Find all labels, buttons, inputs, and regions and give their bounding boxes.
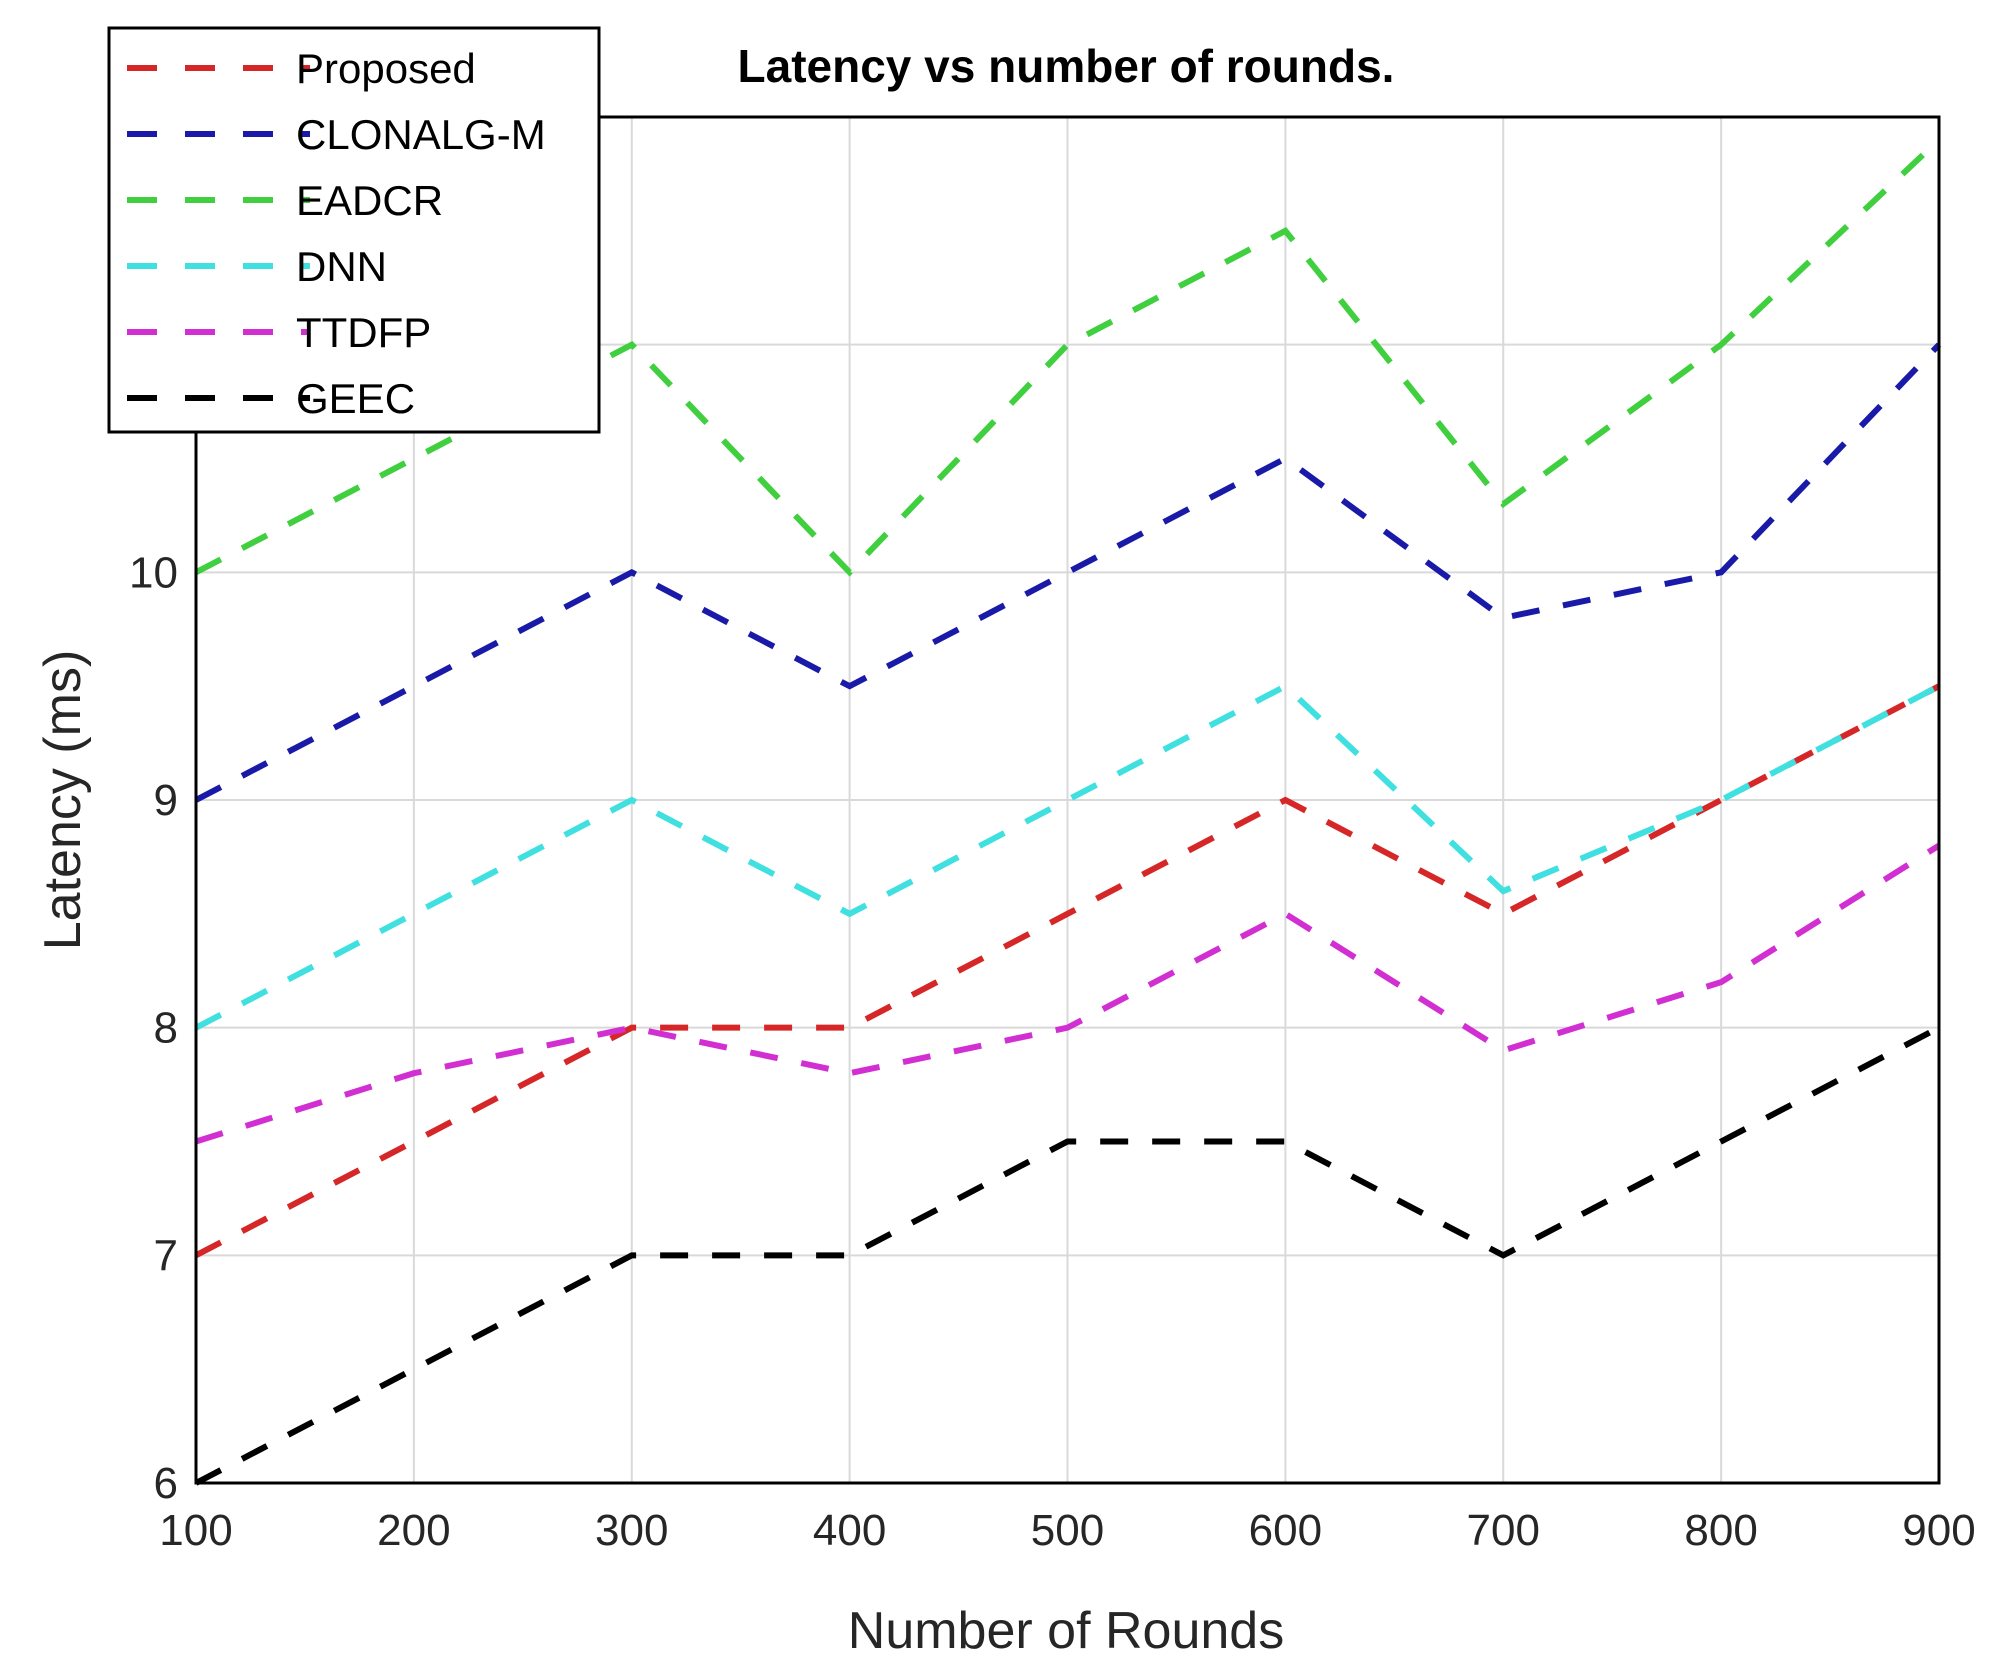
x-tick-labels: 100 200 300 400 500 600 700 800 900 (159, 1506, 1975, 1555)
legend-box (107, 26, 601, 434)
legend-label: TTDFP (296, 309, 431, 356)
y-tick-label: 6 (154, 1459, 178, 1508)
x-tick-label: 700 (1467, 1506, 1540, 1555)
series-lines (194, 137, 1942, 1486)
y-tick-label: 9 (154, 776, 178, 825)
series-line-proposed (194, 683, 1941, 1258)
y-tick-labels: 6 7 8 9 10 (129, 548, 178, 1508)
x-tick-label: 400 (813, 1506, 886, 1555)
legend-label: DNN (296, 243, 387, 290)
x-tick-label: 200 (377, 1506, 450, 1555)
y-tick-label: 10 (129, 548, 178, 597)
chart-title: Latency vs number of rounds. (738, 40, 1395, 92)
x-tick-label: 100 (159, 1506, 232, 1555)
x-tick-label: 800 (1684, 1506, 1757, 1555)
plot-frame (194, 115, 1941, 1485)
series-line-geec (194, 1025, 1941, 1486)
legend: Proposed CLONALG-M EADCR DNN TTDFP GEEC (107, 26, 601, 434)
y-tick-label: 8 (154, 1004, 178, 1053)
legend-label: EADCR (296, 177, 443, 224)
legend-label: Proposed (296, 45, 476, 92)
y-tick-label: 7 (154, 1231, 178, 1280)
x-tick-label: 600 (1249, 1506, 1322, 1555)
x-tick-label: 500 (1031, 1506, 1104, 1555)
x-tick-label: 300 (595, 1506, 668, 1555)
x-tick-label: 900 (1902, 1506, 1975, 1555)
legend-label: CLONALG-M (296, 111, 546, 158)
series-line-clonalg-m (194, 342, 1942, 803)
x-axis-label: Number of Rounds (848, 1602, 1284, 1660)
y-axis-label: Latency (ms) (34, 650, 92, 951)
series-line-dnn (194, 682, 1941, 1031)
legend-label: GEEC (296, 375, 415, 422)
series-line-ttdfp (195, 842, 1941, 1145)
